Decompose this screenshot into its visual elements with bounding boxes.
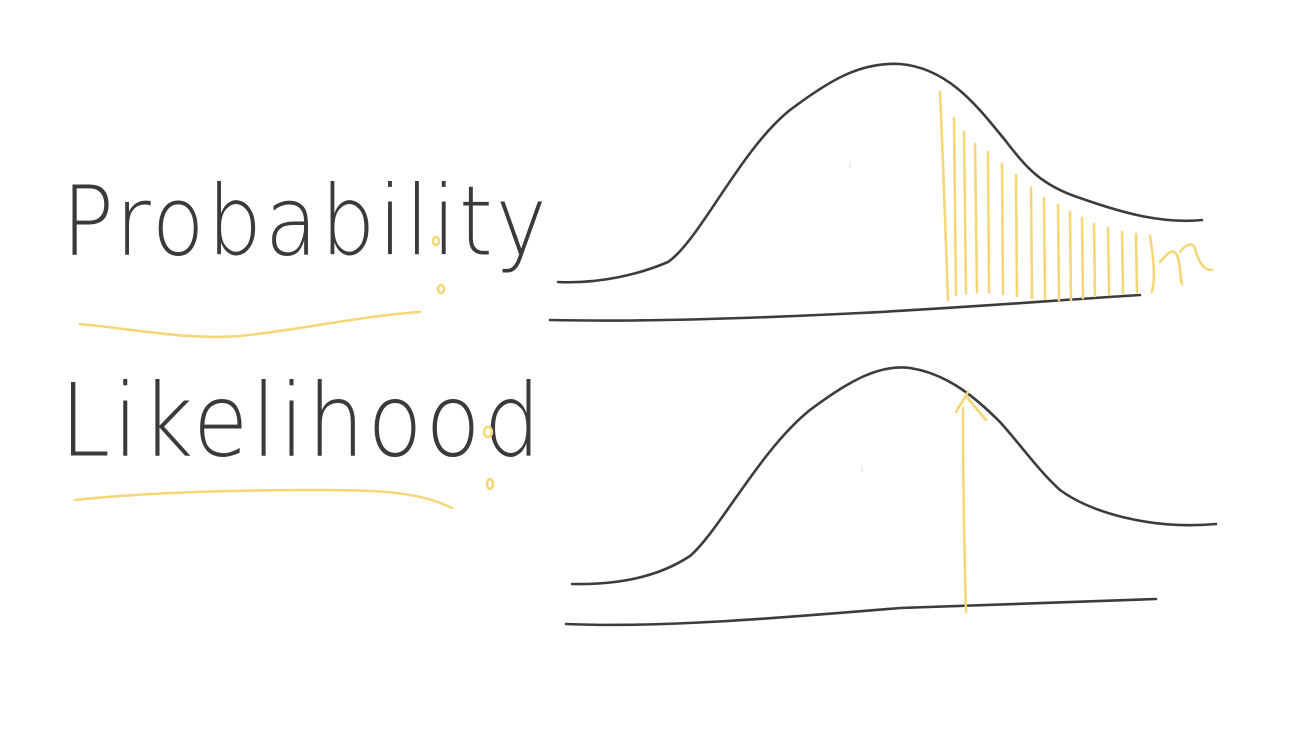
- probability-panel: [548, 62, 1214, 322]
- likelihood-underline: [73, 488, 454, 510]
- probability-label: Probability: [62, 166, 550, 278]
- probability-density-curve: [556, 62, 1204, 284]
- likelihood-density-curve: [570, 366, 1218, 586]
- likelihood-point-marker: [954, 390, 988, 422]
- likelihood-panel: [564, 366, 1218, 627]
- likelihood-label: Likelihood: [60, 362, 544, 480]
- probability-underline: [78, 310, 422, 339]
- probability-x-axis: [548, 293, 1142, 322]
- likelihood-point-line: [961, 406, 968, 614]
- probability-shaded-tail: [938, 90, 1214, 302]
- probability-colon: [431, 235, 446, 295]
- likelihood-x-axis: [564, 597, 1158, 627]
- likelihood-colon: [482, 425, 495, 491]
